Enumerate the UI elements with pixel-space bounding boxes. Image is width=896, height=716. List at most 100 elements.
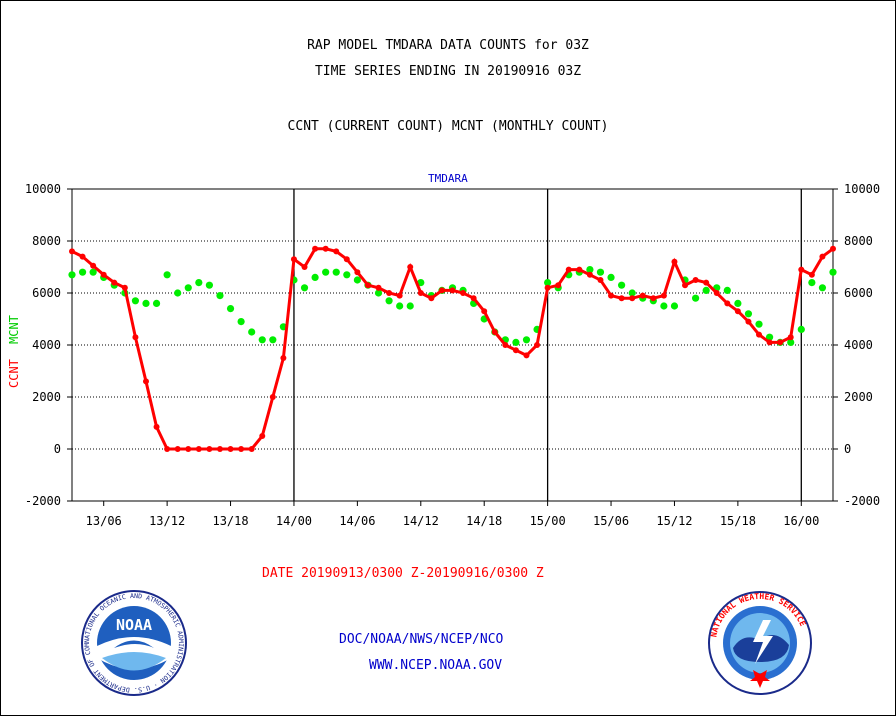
- ccnt-point: [364, 282, 371, 289]
- mcnt-point: [78, 268, 87, 276]
- y-tick-label: 6000: [32, 286, 61, 300]
- mcnt-point: [596, 268, 605, 276]
- mcnt-point: [734, 299, 742, 307]
- x-tick-label: 16/00: [783, 514, 819, 528]
- y-axis-left: -2000 0 2000 4000 6000 8000 10000: [25, 182, 72, 508]
- ccnt-point: [396, 292, 403, 299]
- mcnt-point: [691, 294, 700, 302]
- mcnt-point: [660, 302, 668, 310]
- ccnt-point: [502, 342, 509, 348]
- chart-description: CCNT (CURRENT COUNT) MCNT (MONTHLY COUNT…: [287, 119, 609, 134]
- series-mcnt: [68, 266, 837, 346]
- y-tick-label: 0: [54, 442, 61, 456]
- ccnt-point: [586, 271, 593, 278]
- ccnt-point: [608, 292, 615, 299]
- ccnt-point: [354, 269, 361, 276]
- ccnt-point: [164, 446, 171, 452]
- x-tick-label: 15/12: [656, 514, 692, 528]
- mcnt-point: [522, 336, 531, 344]
- x-tick-label: 14/06: [339, 514, 375, 528]
- mcnt-point: [744, 310, 753, 318]
- mcnt-point: [184, 284, 192, 292]
- mcnt-point: [131, 297, 140, 305]
- footer-url: WWW.NCEP.NOAA.GOV: [369, 658, 503, 673]
- grid-lines: [72, 240, 833, 450]
- day-dividers: [293, 189, 802, 501]
- ccnt-point: [798, 266, 805, 273]
- mcnt-point: [248, 328, 256, 336]
- ccnt-point: [333, 248, 340, 255]
- ccnt-point: [100, 271, 107, 278]
- ccnt-point: [682, 282, 689, 289]
- mcnt-point: [269, 336, 277, 344]
- ccnt-point: [185, 446, 192, 452]
- mcnt-point: [586, 266, 594, 274]
- ccnt-point: [153, 423, 160, 430]
- ccnt-point: [174, 446, 181, 452]
- ccnt-point: [312, 245, 319, 252]
- mcnt-point: [618, 281, 626, 289]
- ccnt-point: [660, 292, 667, 299]
- mcnt-point: [89, 268, 97, 276]
- y-tick-label: 2000: [844, 390, 873, 404]
- nws-logo: NATIONAL WEATHER SERVICE: [708, 591, 812, 695]
- ccnt-point: [417, 290, 424, 296]
- mcnt-point: [353, 276, 361, 284]
- ccnt-point: [481, 308, 488, 315]
- ccnt-point: [756, 331, 763, 338]
- mcnt-point: [607, 273, 615, 281]
- y-axis-label-mcnt: MCNT: [7, 315, 21, 344]
- ccnt-point: [523, 352, 530, 359]
- ccnt-point: [650, 295, 657, 302]
- x-tick-label: 14/00: [276, 514, 312, 528]
- x-tick-label: 14/18: [466, 514, 502, 528]
- mcnt-point: [152, 299, 161, 307]
- ccnt-point: [121, 284, 128, 291]
- x-tick-label: 13/12: [149, 514, 185, 528]
- mcnt-point: [300, 284, 309, 292]
- mcnt-point: [702, 286, 710, 294]
- y-tick-label: 4000: [32, 338, 61, 352]
- chart-title: RAP MODEL TMDARA DATA COUNTS for 03Z: [307, 38, 589, 53]
- ccnt-point: [629, 295, 636, 302]
- mcnt-point: [396, 302, 404, 310]
- chart-subtitle: TIME SERIES ENDING IN 20190916 03Z: [314, 64, 582, 79]
- ccnt-point: [343, 256, 350, 263]
- ccnt-point: [766, 339, 773, 346]
- ccnt-point: [238, 446, 245, 452]
- x-tick-label: 13/06: [86, 514, 122, 528]
- y-tick-label: -2000: [844, 494, 880, 508]
- series-ccnt: [69, 245, 836, 452]
- ccnt-point: [195, 446, 202, 452]
- x-axis-label: DATE 20190913/0300 Z-20190916/0300 Z: [262, 566, 544, 581]
- ccnt-point: [544, 284, 551, 291]
- ccnt-point: [491, 329, 498, 335]
- mcnt-point: [787, 338, 795, 346]
- x-tick-label: 14/12: [403, 514, 439, 528]
- mcnt-point: [808, 279, 816, 287]
- y-axis-label-ccnt: CCNT: [7, 359, 21, 388]
- mcnt-point: [311, 273, 319, 281]
- ccnt-point: [555, 282, 562, 289]
- footer-credit: DOC/NOAA/NWS/NCEP/NCO: [339, 632, 504, 647]
- ccnt-point: [301, 264, 308, 270]
- noaa-logo-text: NOAA: [116, 616, 152, 634]
- x-tick-label: 13/18: [212, 514, 248, 528]
- ccnt-point: [703, 279, 710, 286]
- mcnt-point: [205, 281, 214, 289]
- mcnt-point: [237, 318, 245, 326]
- mcnt-point: [797, 325, 805, 333]
- ccnt-point: [565, 266, 572, 273]
- ccnt-point: [206, 446, 213, 452]
- ccnt-point: [407, 264, 414, 270]
- mcnt-point: [216, 292, 224, 300]
- ccnt-point: [512, 347, 519, 354]
- y-tick-label: 0: [844, 442, 851, 456]
- noaa-logo: NOAA NATIONAL OCEANIC AND ATMOSPHERIC AD…: [74, 588, 187, 696]
- ccnt-point: [597, 277, 604, 283]
- ccnt-point: [79, 253, 86, 260]
- x-tick-label: 15/18: [720, 514, 756, 528]
- mcnt-point: [829, 268, 837, 276]
- ccnt-point: [428, 295, 435, 302]
- ccnt-point: [460, 290, 467, 296]
